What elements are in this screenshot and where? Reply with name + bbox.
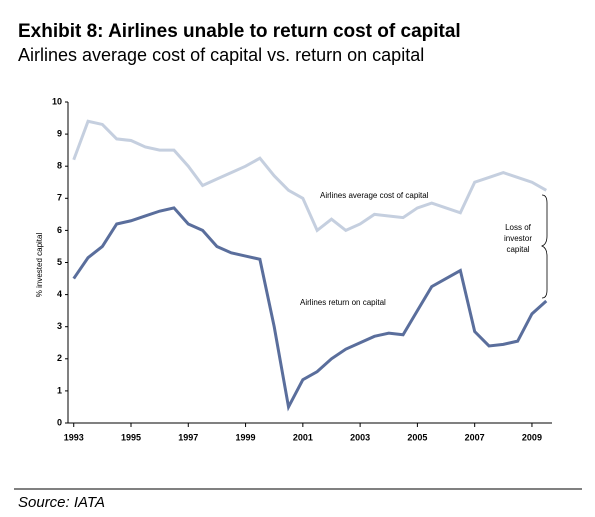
y-tick-label: 3 <box>57 321 62 331</box>
chart-subtitle: Airlines average cost of capital vs. ret… <box>18 45 424 65</box>
brace <box>540 194 548 299</box>
x-tick-label: 1995 <box>121 432 141 442</box>
y-tick-label: 8 <box>57 161 62 171</box>
y-tick-label: 6 <box>57 225 62 235</box>
y-tick-label: 1 <box>57 385 62 395</box>
x-tick-label: 2009 <box>522 432 542 442</box>
y-axis-label: % invested capital <box>35 233 44 298</box>
y-tick-label: 4 <box>57 289 62 299</box>
annotation: Loss of <box>505 223 532 232</box>
series-line <box>72 206 548 412</box>
x-tick-label: 2007 <box>465 432 485 442</box>
chart-title: Exhibit 8: Airlines unable to return cos… <box>18 21 461 42</box>
x-tick-label: 1993 <box>64 432 84 442</box>
source: Source: IATA <box>18 494 105 511</box>
annotation: capital <box>506 245 529 254</box>
x-tick-label: 1997 <box>178 432 198 442</box>
y-tick-label: 2 <box>57 353 62 363</box>
series-label: Airlines average cost of capital <box>320 191 429 200</box>
x-tick-label: 2005 <box>407 432 427 442</box>
y-tick-label: 5 <box>57 257 62 267</box>
x-tick-label: 1999 <box>236 432 256 442</box>
series-line <box>72 119 548 233</box>
series-label: Airlines return on capital <box>300 298 386 307</box>
y-tick-label: 10 <box>52 96 62 106</box>
x-tick-label: 2003 <box>350 432 370 442</box>
y-tick-label: 9 <box>57 128 62 138</box>
annotation: investor <box>504 234 532 243</box>
y-tick-label: 0 <box>57 417 62 427</box>
y-tick-label: 7 <box>57 193 62 203</box>
x-tick-label: 2001 <box>293 432 313 442</box>
